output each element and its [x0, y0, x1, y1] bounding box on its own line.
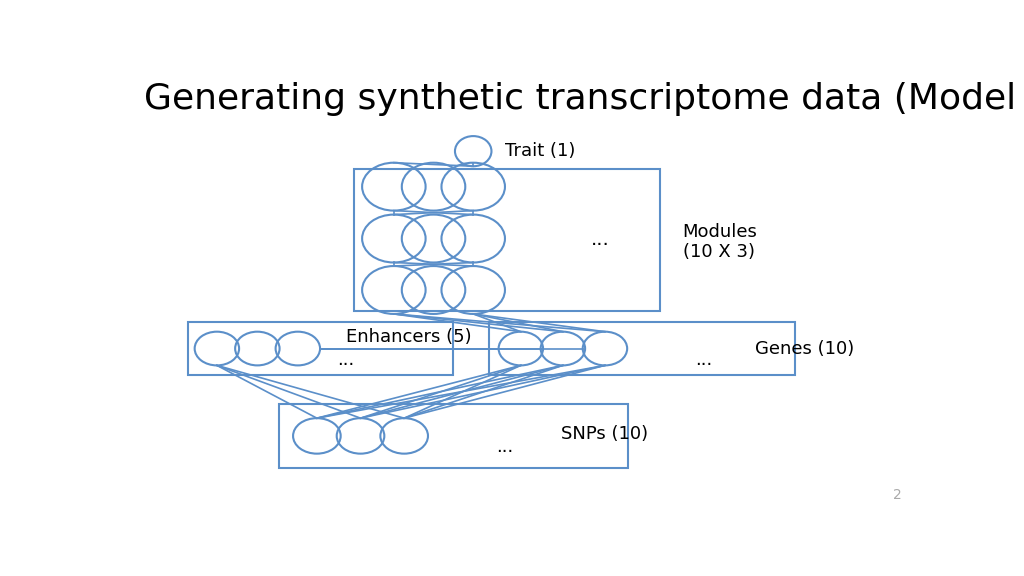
- Text: SNPs (10): SNPs (10): [560, 425, 647, 443]
- Text: ...: ...: [694, 351, 712, 369]
- Bar: [279, 404, 628, 468]
- Text: ...: ...: [338, 351, 355, 369]
- Text: Enhancers (5): Enhancers (5): [346, 328, 472, 346]
- Text: 2: 2: [893, 487, 902, 502]
- Text: Trait (1): Trait (1): [505, 142, 575, 160]
- Text: ...: ...: [497, 438, 514, 456]
- Bar: [489, 322, 795, 375]
- Text: Generating synthetic transcriptome data (Model 1): Generating synthetic transcriptome data …: [143, 82, 1024, 116]
- Bar: [354, 169, 659, 311]
- Text: Genes (10): Genes (10): [755, 339, 854, 358]
- Text: Modules
(10 X 3): Modules (10 X 3): [682, 223, 757, 262]
- Text: ...: ...: [591, 230, 609, 249]
- Bar: [187, 322, 454, 375]
